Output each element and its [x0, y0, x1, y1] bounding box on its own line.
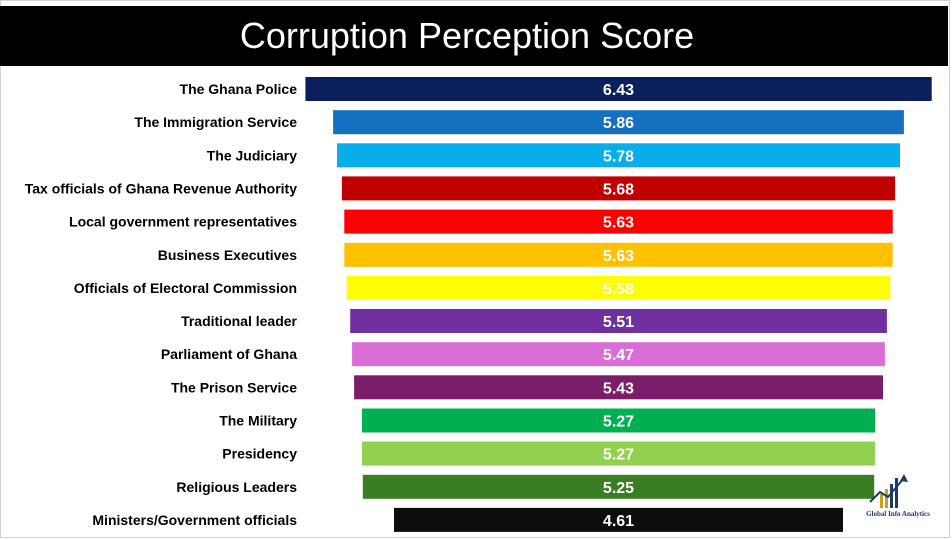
category-label: The Military	[219, 413, 297, 429]
logo-text: Global Info Analytics	[866, 510, 930, 518]
global-info-analytics-logo: Global Info Analytics	[858, 472, 938, 532]
bar-value-label: 5.47	[603, 347, 634, 364]
category-label: Tax officials of Ghana Revenue Authority	[25, 180, 297, 196]
chart-title: Corruption Perception Score	[239, 15, 695, 56]
bar-chart-arrow-icon	[869, 474, 908, 508]
bar-value-label: 5.27	[603, 414, 634, 431]
bar	[352, 342, 885, 367]
bar	[341, 176, 896, 201]
bar-value-label: 5.43	[603, 380, 634, 397]
bar	[354, 375, 884, 400]
bar-value-label: 5.25	[603, 480, 634, 497]
bar	[305, 77, 932, 101]
category-label: Ministers/Government officials	[92, 512, 297, 528]
category-label: The Immigration Service	[134, 114, 297, 130]
category-label: The Ghana Police	[180, 81, 298, 97]
bar-value-label: 5.58	[603, 281, 634, 298]
bar-value-label: 6.43	[603, 82, 634, 99]
category-label: Officials of Electoral Commission	[74, 280, 297, 296]
bar-value-label: 5.63	[603, 248, 634, 265]
bar	[344, 209, 893, 234]
category-label: Business Executives	[158, 247, 298, 263]
bar	[337, 143, 900, 168]
category-label: The Prison Service	[171, 379, 297, 395]
category-label: Presidency	[222, 446, 297, 462]
bar-value-label: 5.27	[603, 447, 634, 464]
bar	[333, 110, 904, 135]
category-label: The Judiciary	[207, 147, 297, 163]
bar	[346, 275, 891, 300]
title-bar: Corruption Perception Score	[0, 6, 948, 66]
category-label: Traditional leader	[181, 313, 297, 329]
bar-value-label: 5.86	[603, 115, 634, 132]
bar	[394, 507, 843, 532]
category-label: Religious Leaders	[176, 479, 297, 495]
bar-value-label: 5.68	[603, 181, 634, 198]
bar-value-label: 5.63	[603, 215, 634, 232]
bar	[362, 474, 875, 499]
bar	[361, 441, 876, 466]
bar	[344, 242, 893, 267]
bar	[350, 309, 887, 333]
category-label: Local government representatives	[69, 214, 297, 230]
category-label: Parliament of Ghana	[161, 346, 297, 362]
bar-value-label: 5.78	[603, 148, 634, 165]
bar-value-label: 5.51	[603, 314, 634, 331]
bar	[361, 408, 876, 433]
bar-value-label: 4.61	[603, 513, 634, 530]
